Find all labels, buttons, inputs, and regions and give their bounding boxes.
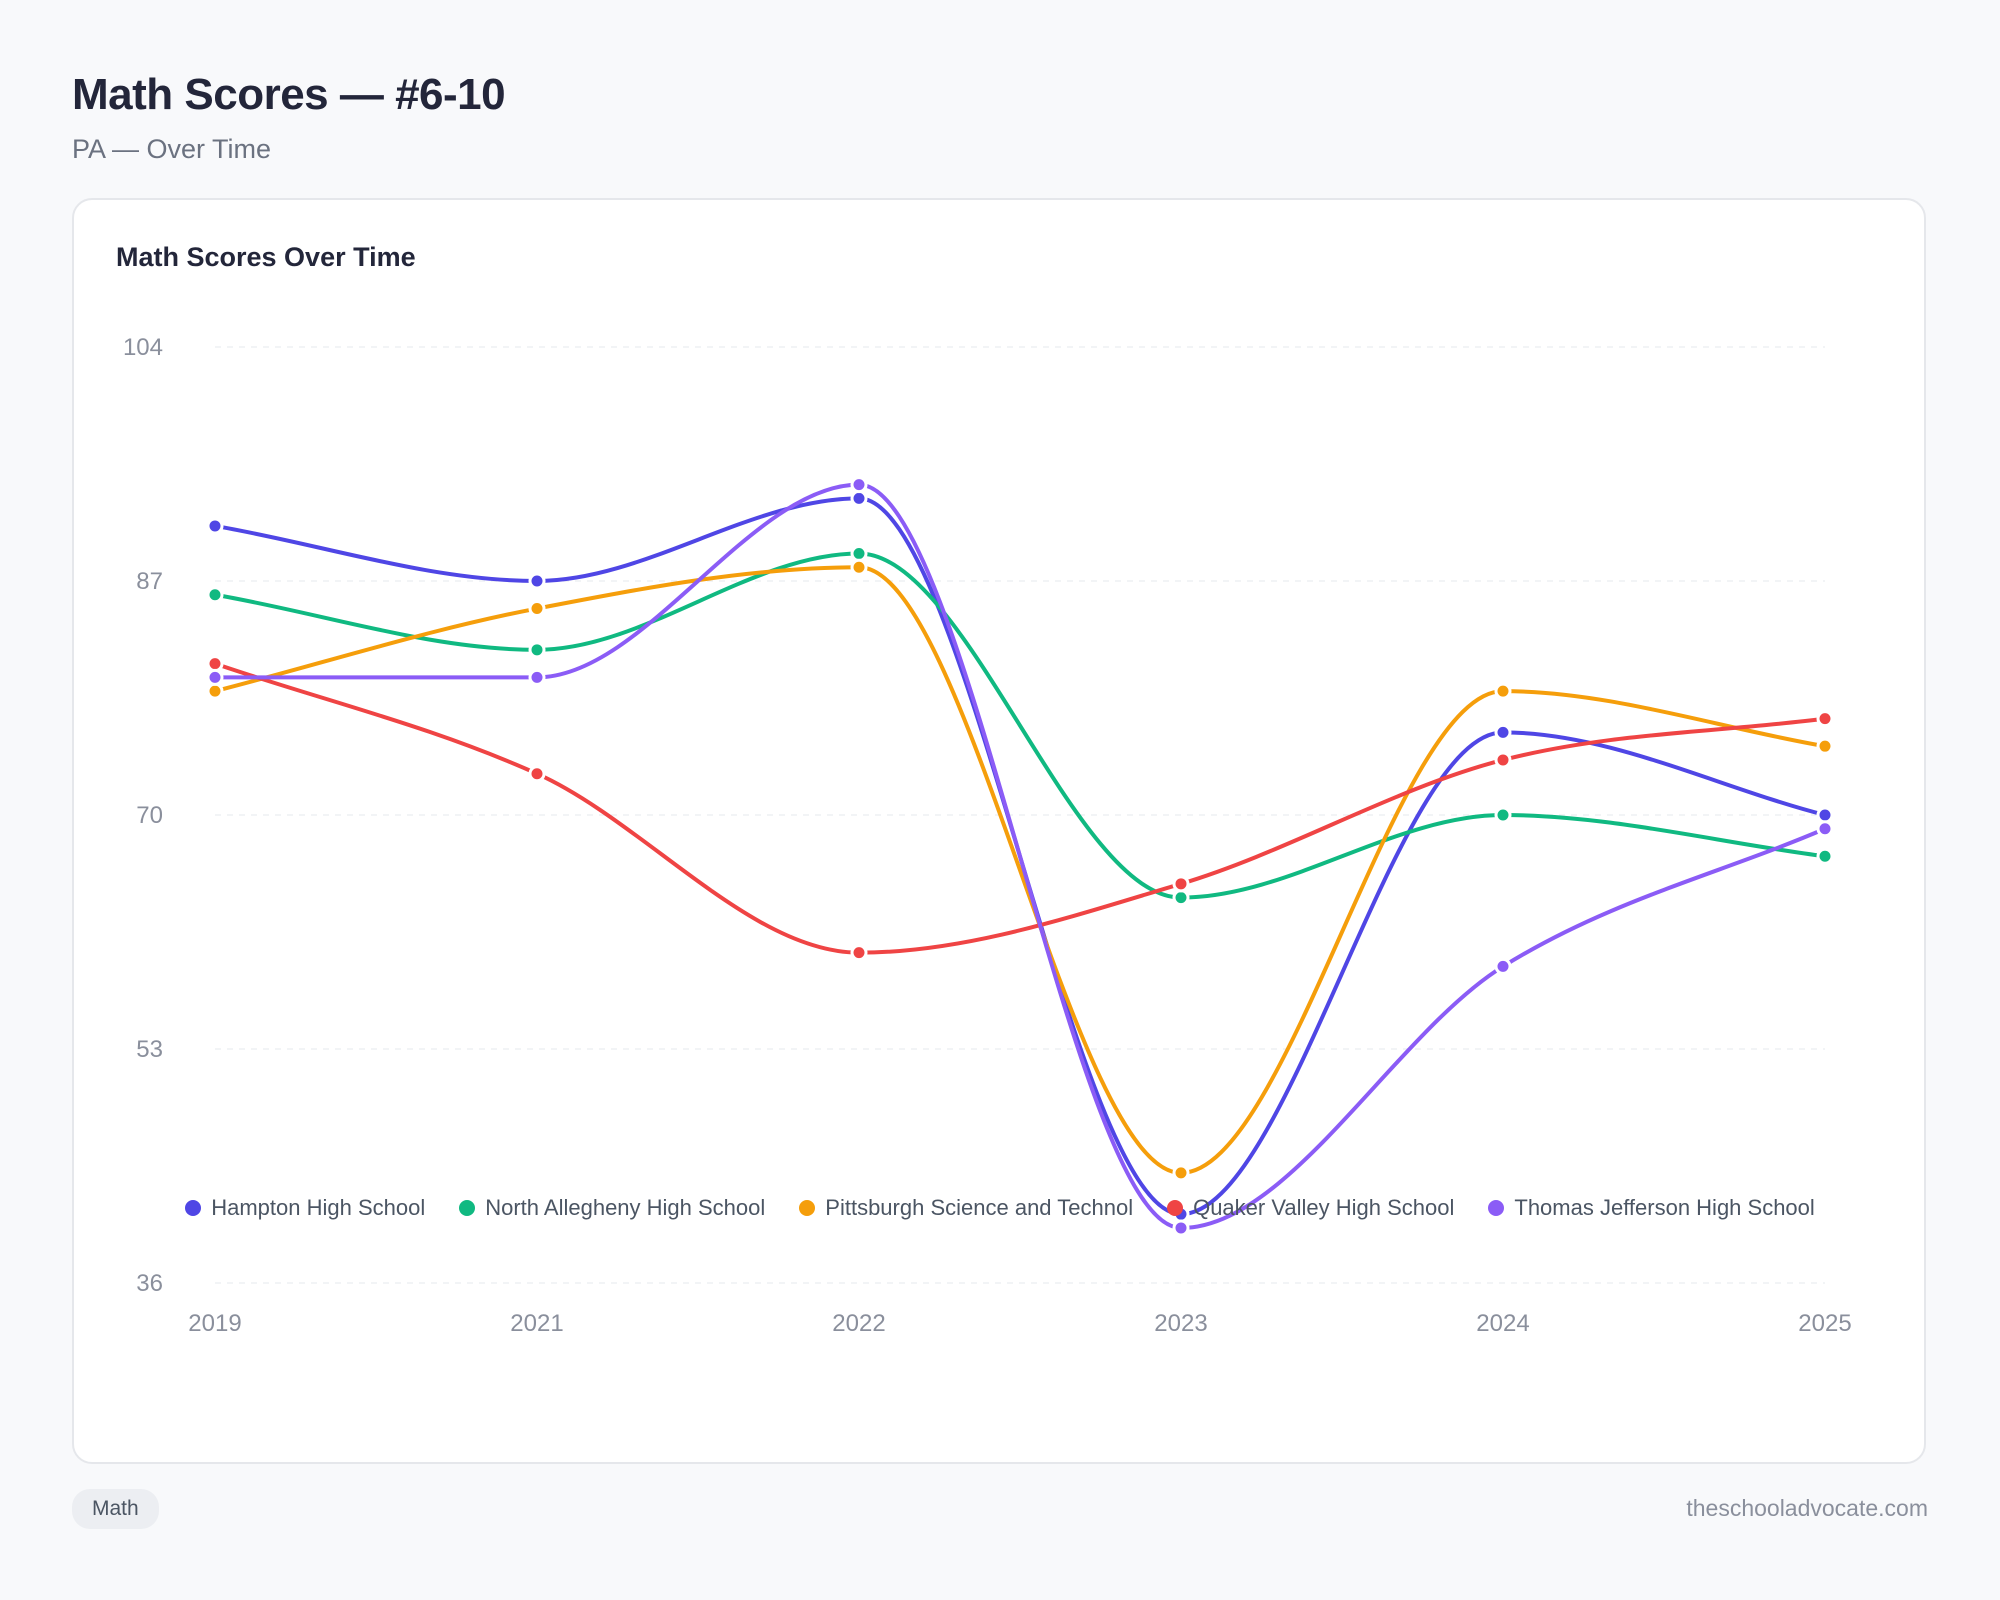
x-tick-label: 2022: [832, 1310, 885, 1337]
series-line-2: [213, 551, 1827, 900]
legend-label: Hampton High School: [211, 1195, 426, 1220]
series-2-point: [1816, 847, 1834, 865]
series-3-point: [850, 558, 868, 576]
series-3-point: [1172, 1164, 1190, 1182]
y-tick-label: 70: [136, 802, 163, 829]
legend-swatch: [185, 1200, 202, 1216]
x-tick-label: 2024: [1476, 1310, 1529, 1337]
series-1-point: [1494, 723, 1512, 741]
series-5-point: [850, 476, 868, 494]
legend-item[interactable]: Quaker Valley High School: [1167, 1195, 1454, 1221]
series-3-point: [1816, 737, 1834, 755]
series-1-point: [206, 517, 224, 535]
x-tick-label: 2019: [188, 1310, 241, 1337]
site-credit[interactable]: theschooladvocate.com: [1686, 1495, 1928, 1521]
y-tick-label: 104: [123, 334, 163, 361]
series-4-point: [1816, 710, 1834, 728]
series-5-point: [528, 668, 546, 686]
chart-legend: Hampton High School North Allegheny High …: [0, 1195, 2000, 1221]
chart-title: Math Scores Over Time: [116, 242, 416, 272]
legend-item[interactable]: Thomas Jefferson High School: [1488, 1195, 1815, 1221]
series-5-point: [1172, 1219, 1190, 1237]
legend-item[interactable]: North Allegheny High School: [459, 1195, 765, 1221]
series-4-point: [1494, 751, 1512, 769]
legend-label: Quaker Valley High School: [1193, 1195, 1455, 1220]
series-3-point: [1494, 682, 1512, 700]
subject-tag[interactable]: Math: [72, 1489, 159, 1529]
series-1-point: [528, 572, 546, 590]
legend-item[interactable]: Pittsburgh Science and Technol: [799, 1195, 1133, 1221]
series-line-3: [213, 565, 1827, 1175]
legend-label: Thomas Jefferson High School: [1514, 1195, 1815, 1220]
page-title: Math Scores — #6-10: [72, 70, 506, 119]
legend-swatch: [799, 1200, 816, 1216]
y-tick-label: 87: [136, 568, 163, 595]
x-tick-label: 2021: [510, 1310, 563, 1337]
x-tick-label: 2023: [1154, 1310, 1207, 1337]
chart-card: Math Scores Over Time: [72, 198, 1926, 1464]
series-4-point: [206, 655, 224, 673]
series-2-point: [1172, 889, 1190, 907]
legend-swatch: [1167, 1200, 1184, 1216]
series-4-point: [850, 944, 868, 962]
legend-item[interactable]: Hampton High School: [185, 1195, 425, 1221]
series-5-point: [206, 668, 224, 686]
page-subtitle: PA — Over Time: [72, 134, 272, 164]
series-line-4: [213, 661, 1827, 955]
series-line-5: [213, 482, 1827, 1230]
legend-label: North Allegheny High School: [485, 1195, 766, 1220]
series-4-point: [1172, 875, 1190, 893]
series-2-point: [850, 544, 868, 562]
x-tick-label: 2025: [1798, 1310, 1851, 1337]
series-4-point: [528, 765, 546, 783]
legend-swatch: [459, 1200, 476, 1216]
y-tick-label: 53: [136, 1036, 163, 1063]
series-2-point: [528, 641, 546, 659]
series-1-point: [850, 489, 868, 507]
series-5-point: [1494, 957, 1512, 975]
legend-label: Pittsburgh Science and Technol: [825, 1195, 1134, 1220]
series-3-point: [206, 682, 224, 700]
legend-swatch: [1488, 1200, 1505, 1216]
y-tick-label: 36: [136, 1270, 163, 1297]
series-1-point: [1816, 806, 1834, 824]
series-2-point: [206, 586, 224, 604]
series-5-point: [1816, 820, 1834, 838]
series-3-point: [528, 600, 546, 618]
series-2-point: [1494, 806, 1512, 824]
